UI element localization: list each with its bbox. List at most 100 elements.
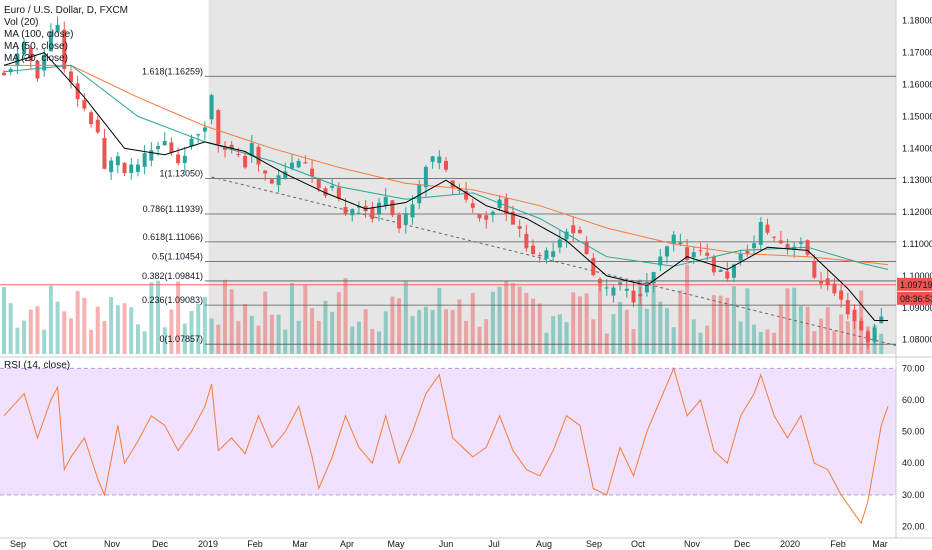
candle-body xyxy=(665,246,669,257)
candle-body xyxy=(865,331,870,343)
volume-bar xyxy=(658,301,663,354)
candle-body xyxy=(176,154,181,164)
candle-body xyxy=(832,283,837,294)
rsi-line xyxy=(3,366,889,525)
time-tick-label: 2019 xyxy=(198,539,218,549)
volume-bar xyxy=(75,291,80,354)
volume-bar xyxy=(584,293,589,354)
volume-bar xyxy=(591,319,596,354)
volume-bar xyxy=(2,287,6,354)
candle-body xyxy=(571,225,576,234)
volume-bar xyxy=(678,290,683,354)
volume-bar xyxy=(377,331,382,354)
candle-body xyxy=(644,281,649,293)
legend-vol: Vol (20) xyxy=(4,17,39,28)
rsi-tick-label: 70.00 xyxy=(902,363,925,373)
time-tick-label: Jul xyxy=(488,539,500,549)
time-tick-label: Dec xyxy=(734,539,751,549)
volume-bar xyxy=(718,295,723,354)
candle-body xyxy=(35,60,40,79)
candle-body xyxy=(564,231,569,240)
candle-body xyxy=(243,155,248,168)
candle-body xyxy=(48,31,53,52)
candle-body xyxy=(725,271,730,279)
candle-body xyxy=(383,197,388,206)
volume-bar xyxy=(135,324,140,354)
price-tick-label: 1.17000 xyxy=(902,48,932,58)
volume-bar xyxy=(68,318,73,354)
candle-body xyxy=(310,168,315,177)
candle-body xyxy=(852,309,857,322)
candle-body xyxy=(229,144,234,150)
time-tick-label: Feb xyxy=(830,539,846,549)
candle-body xyxy=(591,258,596,276)
price-tick-label: 1.11000 xyxy=(902,239,932,249)
volume-bar xyxy=(42,329,47,354)
time-tick-label: Nov xyxy=(684,539,701,549)
candle-body xyxy=(577,229,582,234)
volume-bar xyxy=(15,327,20,354)
candle-body xyxy=(330,185,335,188)
candle-body xyxy=(778,240,783,244)
volume-bar xyxy=(410,316,415,354)
price-tick-label: 1.15000 xyxy=(902,111,932,121)
candle-body xyxy=(718,269,723,272)
volume-bar xyxy=(223,279,227,354)
candle-body xyxy=(477,214,482,219)
volume-bar xyxy=(765,329,770,354)
volume-bar xyxy=(102,321,107,354)
volume-bar xyxy=(8,303,13,354)
candle-body xyxy=(276,175,281,186)
time-tick-label: Apr xyxy=(340,539,354,549)
volume-bar xyxy=(839,314,844,354)
candle-body xyxy=(249,143,254,157)
volume-bar xyxy=(182,323,187,354)
volume-bar xyxy=(705,325,710,354)
ma20-line xyxy=(3,52,888,321)
volume-bar xyxy=(624,309,629,354)
volume-bar xyxy=(89,329,94,354)
candle-body xyxy=(42,54,47,71)
rsi-tick-label: 20.00 xyxy=(902,522,925,532)
candle-body xyxy=(423,166,428,188)
rsi-tick-label: 30.00 xyxy=(902,490,925,500)
candle-body xyxy=(624,288,629,291)
price-tick-label: 1.08000 xyxy=(902,335,932,345)
candle-body xyxy=(135,164,140,172)
volume-bar xyxy=(571,292,576,354)
volume-bar xyxy=(283,329,288,354)
rsi-tick-label: 40.00 xyxy=(902,458,925,468)
candle-body xyxy=(236,153,241,155)
candle-body xyxy=(872,327,877,342)
candle-body xyxy=(296,160,301,168)
volume-bar xyxy=(564,322,569,354)
legend-ma100: MA (100, close) xyxy=(4,29,74,40)
candle-body xyxy=(537,255,542,257)
time-tick-label: Mar xyxy=(872,539,888,549)
candle-body xyxy=(350,209,355,216)
candle-body xyxy=(859,320,864,331)
volume-bar xyxy=(725,297,730,354)
candle-body xyxy=(102,137,107,169)
volume-bar xyxy=(611,314,616,354)
volume-bar xyxy=(122,303,127,354)
volume-bar xyxy=(189,310,194,354)
volume-bar xyxy=(22,320,27,354)
volume-bar xyxy=(303,285,308,354)
volume-bar xyxy=(196,303,201,354)
price-tick-label: 1.12000 xyxy=(902,207,932,217)
candle-body xyxy=(109,160,114,173)
volume-bar xyxy=(551,316,556,354)
volume-bar xyxy=(852,317,857,354)
candle-body xyxy=(470,203,475,208)
volume-bar xyxy=(437,287,442,354)
candle-body xyxy=(223,146,227,150)
fib-label: 0.382(1.09841) xyxy=(142,271,203,281)
candle-body xyxy=(671,234,676,245)
candle-body xyxy=(678,242,683,245)
candle-body xyxy=(22,41,27,55)
volume-bar xyxy=(711,295,716,354)
volume-bar xyxy=(444,309,448,354)
candle-body xyxy=(490,211,495,216)
